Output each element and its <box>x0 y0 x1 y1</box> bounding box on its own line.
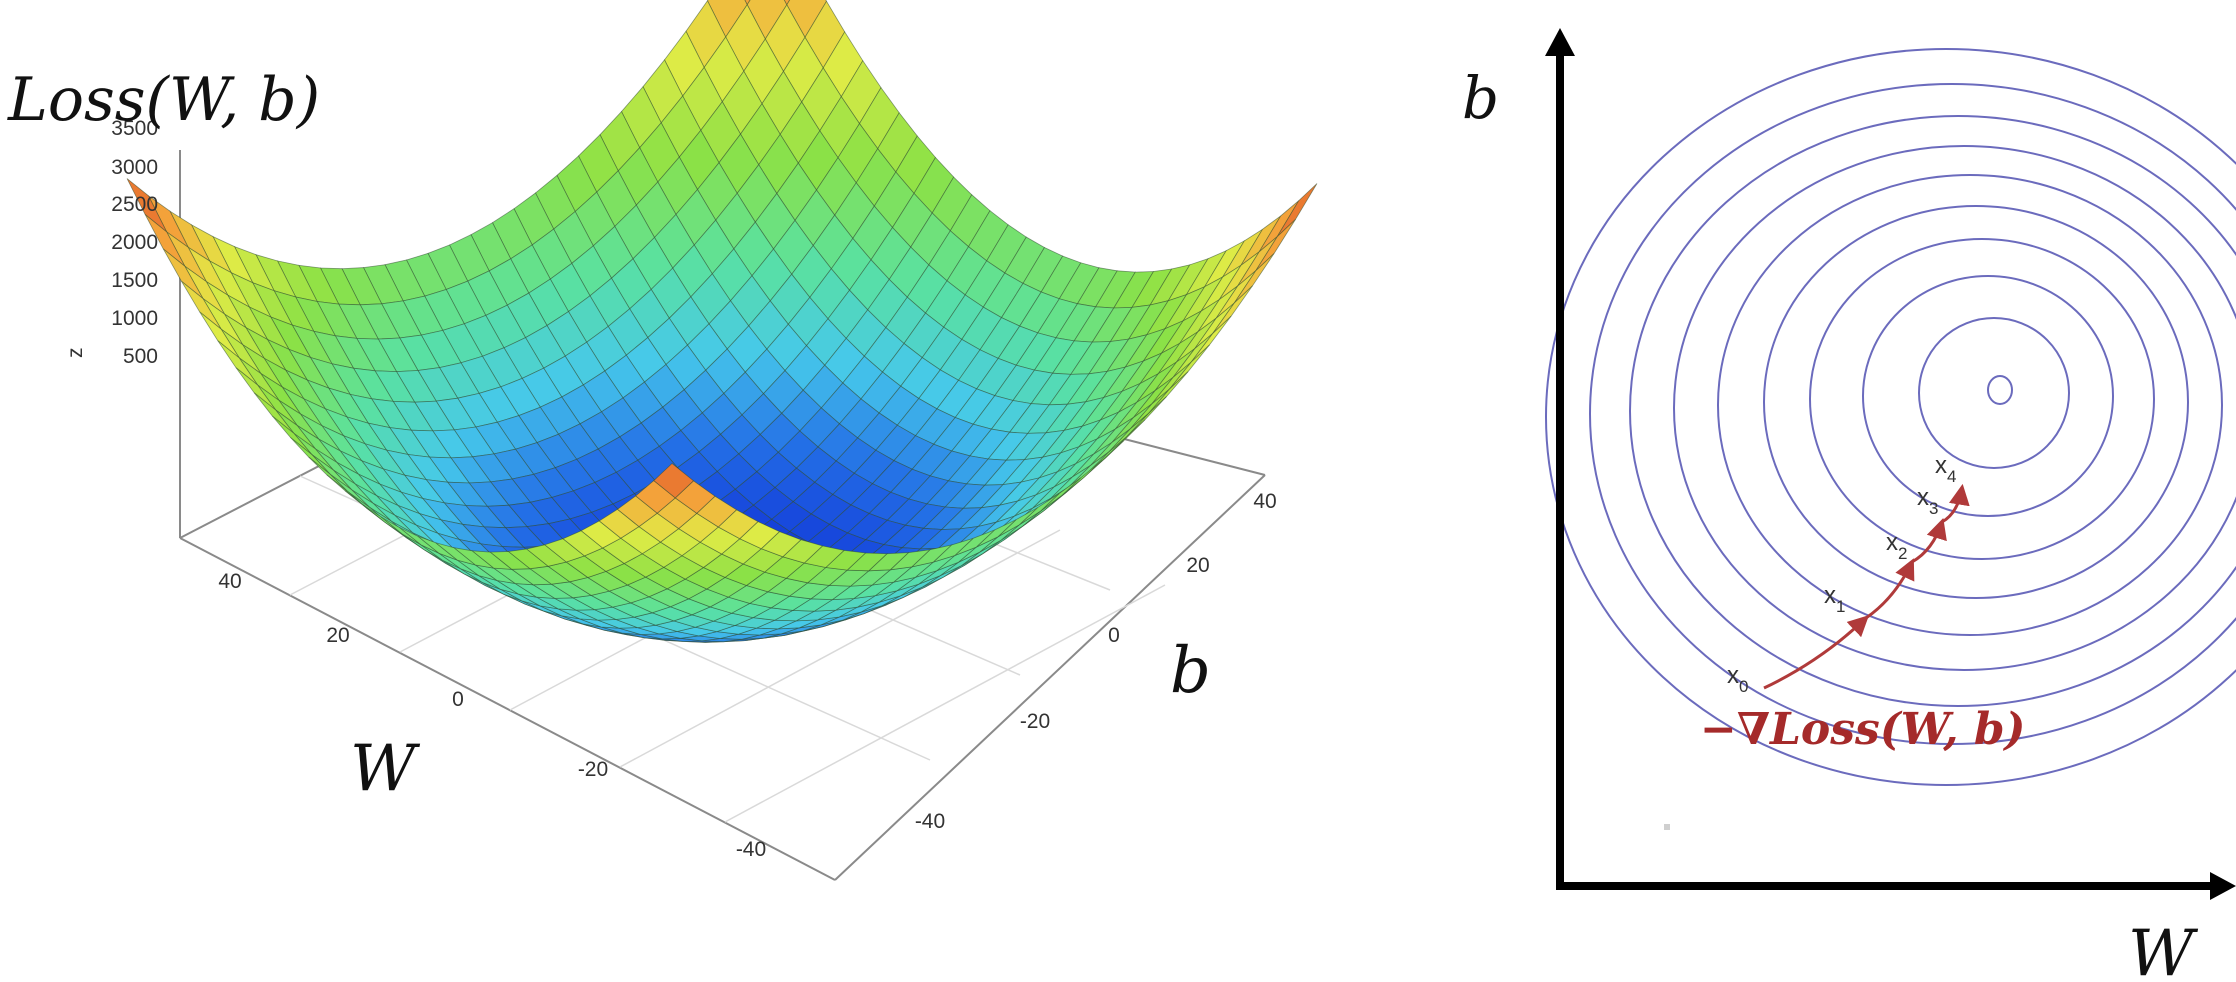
iterate-label-x4: x4 <box>1935 452 1956 486</box>
contour-ring <box>1862 275 2114 517</box>
contour-ring <box>1809 238 2155 560</box>
axes <box>1545 28 2236 900</box>
z-tick-label: 1000 <box>111 307 158 330</box>
b-axis-title: b <box>1170 634 1211 708</box>
descent-step-arrow <box>1941 483 1970 524</box>
z-tick-label: 3000 <box>111 156 158 179</box>
loss-surface <box>126 0 1318 643</box>
surface-plot: 3500 3000 2500 2000 1500 1000 500 z 40 20 0 -20 -4… <box>7 0 1318 881</box>
contour-ring <box>1673 145 2236 671</box>
z-tick-label: 3500 <box>111 117 158 140</box>
iterate-label-x3: x3 <box>1917 484 1938 518</box>
z-axis-ticks: 3500 3000 2500 2000 1500 1000 500 <box>111 117 158 368</box>
b-tick-label: -40 <box>915 810 945 833</box>
w-axis-title: W <box>350 732 421 806</box>
descent-step-arrow <box>1911 518 1947 564</box>
stray-dot <box>1664 824 1670 830</box>
b-axis-ticks: 40 20 0 -20 -40 <box>915 490 1277 833</box>
contour-ring <box>1545 48 2236 786</box>
w-tick-label: -40 <box>736 838 766 861</box>
iterate-labels: x0 x1 x2 x3 x4 <box>1727 452 1956 696</box>
iterate-label-x0: x0 <box>1727 662 1748 696</box>
z-tick-label: 1500 <box>111 269 158 292</box>
iterate-label-x1: x1 <box>1824 582 1845 616</box>
contours <box>1545 48 2236 786</box>
contour-ring <box>1717 174 2223 636</box>
z-axis-title: Loss(W, b) <box>7 65 320 135</box>
iterate-label-x2: x2 <box>1886 529 1907 563</box>
contour-ring <box>1629 115 2236 707</box>
contour-ring <box>1918 317 2070 469</box>
descent-path <box>1763 483 1970 690</box>
w-tick-label: 0 <box>452 688 464 711</box>
descent-step-arrow <box>1763 615 1870 690</box>
w-axis-ticks: 40 20 0 -20 -40 <box>218 570 766 861</box>
contour-ring <box>1763 205 2189 599</box>
contour-ring <box>1589 83 2236 745</box>
y-axis-title: b <box>1462 64 1499 132</box>
contour-ring <box>1987 375 2013 405</box>
y-axis-arrowhead <box>1545 28 1575 56</box>
z-tick-label: 2000 <box>111 231 158 254</box>
b-tick-label: -20 <box>1020 710 1050 733</box>
x-axis-title: W <box>2128 917 2199 982</box>
z-tick-label: 2500 <box>111 193 158 216</box>
z-tick-label: 500 <box>123 345 158 368</box>
b-tick-label: 20 <box>1186 554 1209 577</box>
x-axis-arrowhead <box>2210 872 2236 900</box>
w-tick-label: -20 <box>578 758 608 781</box>
gradient-label: −∇Loss(W, b) <box>1700 704 2025 755</box>
b-tick-label: 40 <box>1253 490 1276 513</box>
w-tick-label: 20 <box>326 624 349 647</box>
descent-step-arrow <box>1865 558 1915 620</box>
w-tick-label: 40 <box>218 570 241 593</box>
z-axis-label: z <box>64 348 87 359</box>
b-tick-label: 0 <box>1108 624 1120 647</box>
contour-plot: x0 x1 x2 x3 x4 −∇Loss(W, b) b W <box>1462 28 2236 982</box>
